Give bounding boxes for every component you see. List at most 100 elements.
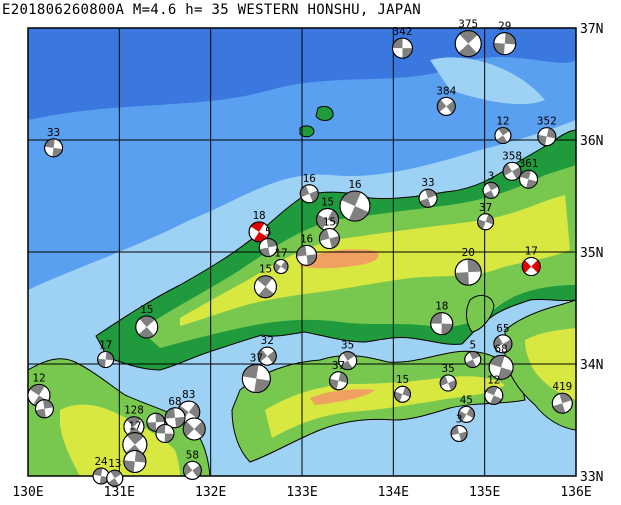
depth-label: 32 <box>261 334 274 347</box>
focal-mechanism: 361 <box>519 157 538 189</box>
compression-quadrant <box>138 327 155 339</box>
compression-quadrant <box>29 384 45 396</box>
latitude-label: 33N <box>580 470 603 485</box>
compression-quadrant <box>467 259 482 273</box>
depth-label: 65 <box>496 322 509 335</box>
shikoku-peaks <box>310 389 375 405</box>
depth-label: 37 <box>479 201 492 214</box>
depth-label: 352 <box>537 115 557 128</box>
compression-quadrant <box>459 431 468 442</box>
compression-quadrant <box>496 135 508 144</box>
compression-quadrant <box>451 425 460 436</box>
depth-label: 13 <box>108 457 121 470</box>
focal-mechanism: 384 <box>436 84 457 116</box>
beachball-outline <box>123 449 147 473</box>
compression-quadrant <box>267 350 277 364</box>
beachball-outline <box>430 312 454 336</box>
beachball-outline <box>436 96 456 116</box>
compression-quadrant <box>493 42 505 55</box>
depth-label: 375 <box>458 18 478 31</box>
longitude-label: 135E <box>469 485 500 500</box>
focal-mechanism: 5 <box>258 226 278 258</box>
compression-quadrant <box>266 238 278 248</box>
compression-quadrant <box>341 191 362 207</box>
compression-quadrant <box>306 254 317 266</box>
focal-mechanism <box>123 449 147 473</box>
compression-quadrant <box>296 245 307 257</box>
beachball-outline <box>329 371 349 391</box>
beachball-outline <box>391 37 413 59</box>
beachball-outline <box>338 351 358 371</box>
depth-label: 20 <box>462 246 475 259</box>
latitude-label: 37N <box>580 22 603 37</box>
beachball-outline <box>488 354 514 380</box>
depth-label: 358 <box>502 149 522 162</box>
compression-quadrant <box>487 182 499 191</box>
compression-quadrant <box>458 43 478 57</box>
compression-quadrant <box>340 360 353 370</box>
depth-label: 29 <box>498 20 511 33</box>
focal-mechanism <box>34 399 54 419</box>
depth-label: 3 <box>456 412 463 425</box>
beachball-outline <box>253 275 277 299</box>
focal-mechanism: 68 <box>164 395 186 429</box>
focal-mechanism: 3 <box>450 412 468 442</box>
depth-label: 3 <box>488 169 495 182</box>
compression-quadrant <box>504 32 516 45</box>
depth-label: 18 <box>435 300 448 313</box>
latitude-label: 36N <box>580 134 603 149</box>
depth-label: 384 <box>436 84 456 97</box>
focal-mechanism: 12 <box>494 115 512 145</box>
compression-quadrant <box>175 416 186 428</box>
compression-quadrant <box>257 275 273 287</box>
beachball-outline <box>493 32 517 56</box>
compression-quadrant <box>192 464 202 478</box>
latitude-label: 34N <box>580 358 603 373</box>
compression-quadrant <box>455 272 469 286</box>
longitude-label: 133E <box>286 485 317 500</box>
beachball-outline <box>418 188 438 208</box>
compression-quadrant <box>537 134 547 146</box>
beachball-outline <box>439 374 457 392</box>
compression-quadrant <box>188 403 200 419</box>
compression-quadrant <box>430 312 442 324</box>
beachball-outline <box>551 392 573 414</box>
beachball-outline <box>521 257 541 277</box>
compression-quadrant <box>342 351 356 361</box>
honshu-high <box>180 195 570 326</box>
depth-label: 33 <box>47 126 60 139</box>
focal-mechanism: 17 <box>273 247 289 275</box>
beachball-outline <box>34 399 54 419</box>
latitude-axis: 37N 36N 35N 34N 33N <box>580 22 603 485</box>
depth-label: 37 <box>250 352 263 365</box>
focal-mechanism: 35 <box>338 339 358 371</box>
depth-label: 12 <box>32 371 45 384</box>
compression-quadrant <box>126 416 141 427</box>
focal-mechanism: 33 <box>44 126 64 158</box>
compression-quadrant <box>139 316 155 328</box>
longitude-label: 136E <box>560 485 591 500</box>
depth-label: 17 <box>128 420 141 433</box>
beachball-outline <box>273 259 289 275</box>
beachball-outline <box>493 334 513 354</box>
compression-quadrant <box>183 421 195 437</box>
focal-mechanism <box>155 423 175 443</box>
depth-label: 37 <box>332 359 345 372</box>
compression-quadrant <box>165 407 176 419</box>
focal-mechanism: 35 <box>439 362 457 392</box>
beachball-outline <box>182 460 202 480</box>
compression-quadrant <box>485 386 498 396</box>
focal-mechanism: 24 <box>92 455 110 485</box>
depth-label: 16 <box>303 172 316 185</box>
depth-label: 58 <box>186 448 199 461</box>
depth-label: 128 <box>124 404 144 417</box>
longitude-label: 131E <box>104 485 135 500</box>
depth-label: 24 <box>94 455 108 468</box>
compression-quadrant <box>108 478 120 487</box>
compression-quadrant <box>126 432 144 445</box>
focal-mechanism: 15 <box>318 216 340 250</box>
beachball-outline <box>257 346 277 366</box>
beachball-outline <box>454 30 482 58</box>
beachball-outline <box>97 351 115 369</box>
